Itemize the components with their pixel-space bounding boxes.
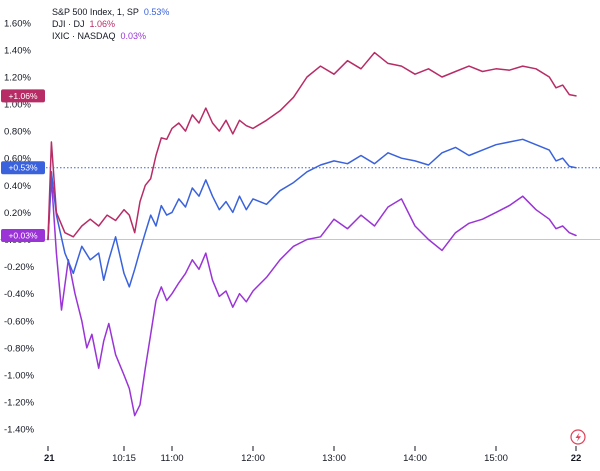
y-tick-label: 0.60% xyxy=(4,154,31,165)
y-tick-label: 0.80% xyxy=(4,127,31,138)
legend-series-value: 1.06% xyxy=(90,19,116,29)
x-tick-label: 13:00 xyxy=(322,453,346,464)
y-axis: 1.60% 1.40% 1.20% 1.00% 0.80% 0.60% 0.40% 0.20%… xyxy=(4,18,35,435)
last-value-badge: +0.03% xyxy=(1,228,45,242)
last-value-badge: +1.06% xyxy=(1,89,45,103)
y-tick-label: -0.80% xyxy=(4,343,35,354)
series-line xyxy=(47,177,577,417)
y-tick-label: 0.40% xyxy=(4,181,31,192)
legend-series-label: S&P 500 Index, 1, SP xyxy=(52,7,139,17)
badge-label: +1.06% xyxy=(8,91,38,101)
series-line xyxy=(47,138,577,288)
y-tick-label: -0.40% xyxy=(4,289,35,300)
badge-label: +0.53% xyxy=(8,163,38,173)
x-tick-label: 14:00 xyxy=(403,453,427,464)
x-tick-label: 21 xyxy=(44,453,55,464)
legend-series-label: DJI · DJ xyxy=(52,19,85,29)
y-tick-label: 1.40% xyxy=(4,45,31,56)
y-tick-label: -1.00% xyxy=(4,370,35,381)
y-tick-label: 1.00% xyxy=(4,100,31,111)
lightning-bolt-icon[interactable] xyxy=(570,429,586,445)
x-tick-label: 15:00 xyxy=(484,453,508,464)
legend-series-label: IXIC · NASDAQ xyxy=(52,31,116,41)
y-tick-label: 1.60% xyxy=(4,18,31,29)
x-tick-label: 11:00 xyxy=(160,453,183,464)
legend: S&P 500 Index, 1, SP 0.53% DJI · DJ 1.06% IX… xyxy=(52,7,169,41)
series-line xyxy=(47,51,577,241)
y-tick-label: -1.20% xyxy=(4,398,35,409)
y-tick-label: 0.20% xyxy=(4,208,31,219)
legend-series-value: 0.53% xyxy=(144,7,170,17)
x-tick-label: 22 xyxy=(571,453,582,464)
y-tick-label: 1.20% xyxy=(4,72,31,83)
last-value-badge: +0.53% xyxy=(1,161,45,175)
x-tick-label: 10:15 xyxy=(112,453,136,464)
last-value-badges: +0.53% +1.06% +0.03% xyxy=(1,89,45,242)
legend-series-value: 0.03% xyxy=(121,31,147,41)
x-axis: 21 10:15 11:00 12:00 13:00 14:00 15:00 22 xyxy=(44,446,581,464)
badge-label: +0.03% xyxy=(8,230,38,240)
y-tick-label: -1.40% xyxy=(4,425,35,436)
x-tick-label: 12:00 xyxy=(241,453,265,464)
y-tick-label: -0.60% xyxy=(4,316,35,327)
y-tick-label: -0.20% xyxy=(4,262,35,273)
lightning-icon-ring xyxy=(570,429,586,445)
series-layer xyxy=(46,51,600,417)
legend-entry[interactable]: S&P 500 Index, 1, SP 0.53% xyxy=(52,7,169,17)
legend-entry[interactable]: DJI · DJ 1.06% xyxy=(52,19,115,29)
lightning-icon-bolt xyxy=(575,432,581,442)
legend-entry[interactable]: IXIC · NASDAQ 0.03% xyxy=(52,31,146,41)
